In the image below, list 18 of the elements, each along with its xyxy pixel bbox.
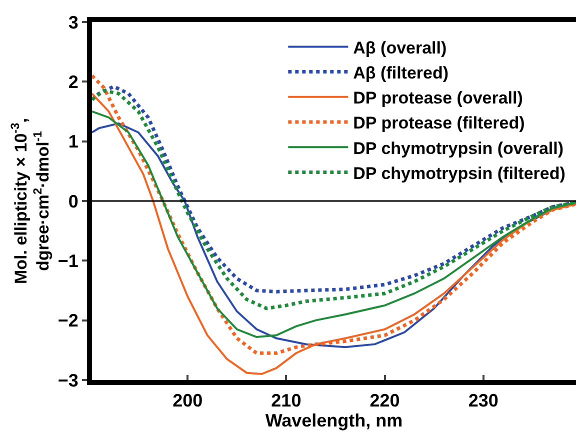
y-tick-label: 0 [68,191,78,212]
x-tick-label: 200 [172,390,203,411]
y-tick-label: −3 [58,370,78,390]
legend-label: Aβ (overall) [353,38,447,58]
legend-label: DP protease (filtered) [353,114,525,133]
x-tick-label: 230 [468,390,498,411]
legend-label: DP chymotrypsin (overall) [353,138,564,158]
x-axis-title: Wavelength, nm [265,410,403,431]
y-tick-label: −1 [58,250,78,271]
legend-label: DP protease (overall) [353,88,523,108]
legend-label: DP chymotrypsin (filtered) [353,164,566,183]
y-tick-label: 3 [68,12,78,32]
x-tick-label: 220 [370,390,400,411]
legend-label: Aβ (filtered) [353,63,449,82]
y-tick-label: −2 [58,310,78,331]
y-tick-label: 1 [68,132,78,152]
y-tick-label: 2 [68,72,78,92]
x-tick-label: 210 [271,390,302,411]
